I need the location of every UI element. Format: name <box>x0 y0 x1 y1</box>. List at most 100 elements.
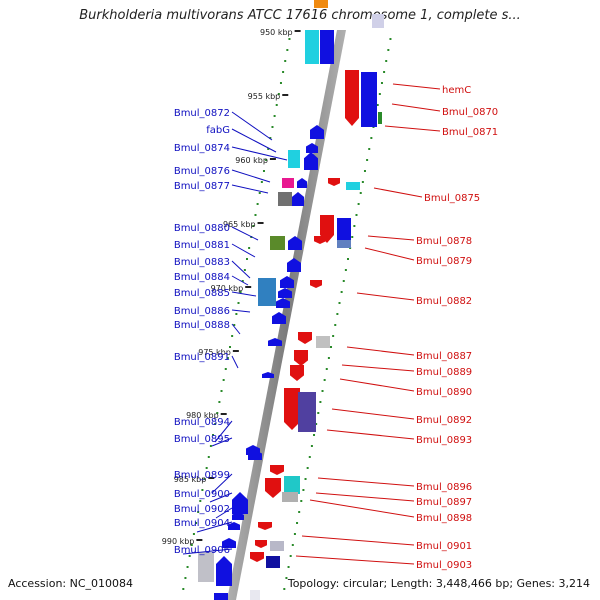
left-gene-label[interactable]: Bmul_0900 <box>174 489 230 500</box>
left-gene-label[interactable]: Bmul_0899 <box>174 470 230 481</box>
gene-reverse[interactable] <box>298 332 312 344</box>
left-gene-label[interactable]: Bmul_0891 <box>174 352 230 363</box>
gene-reverse[interactable] <box>255 540 267 548</box>
gene-purple[interactable] <box>298 392 316 432</box>
gene-reverse[interactable] <box>270 465 284 475</box>
right-gene-label[interactable]: Bmul_0903 <box>416 560 472 571</box>
gene-light[interactable] <box>250 590 260 600</box>
right-gene-label[interactable]: Bmul_0901 <box>416 541 472 552</box>
gene-forward[interactable] <box>232 512 244 520</box>
gene-reverse[interactable] <box>258 522 272 530</box>
left-gene-label[interactable]: Bmul_0872 <box>174 108 230 119</box>
scale-tick <box>287 566 290 568</box>
gene-forward[interactable] <box>278 288 292 298</box>
right-gene-label[interactable]: Bmul_0878 <box>416 236 472 247</box>
right-gene-label[interactable]: hemC <box>442 85 471 96</box>
gene-magenta[interactable] <box>282 178 294 188</box>
right-gene-label[interactable]: Bmul_0871 <box>442 127 498 138</box>
gene-forward[interactable] <box>272 312 286 324</box>
left-gene-label[interactable]: Bmul_0883 <box>174 257 230 268</box>
left-gene-label[interactable]: Bmul_0874 <box>174 143 230 154</box>
right-gene-label[interactable]: Bmul_0896 <box>416 482 472 493</box>
gene-reverse[interactable] <box>294 350 308 366</box>
gene-reverse[interactable] <box>290 365 304 381</box>
gene-reverse[interactable] <box>328 178 340 186</box>
gene-forward[interactable] <box>361 72 377 127</box>
gene-forward[interactable] <box>304 152 318 170</box>
gene-grey[interactable] <box>278 192 292 206</box>
gene-olive[interactable] <box>270 236 285 250</box>
left-gene-label[interactable]: Bmul_0876 <box>174 166 230 177</box>
gene-cyan[interactable] <box>288 150 300 168</box>
left-gene-label[interactable]: Bmul_0895 <box>174 434 230 445</box>
gene-cyan[interactable] <box>305 30 319 64</box>
right-gene-label[interactable]: Bmul_0887 <box>416 351 472 362</box>
gene-cyan[interactable] <box>346 182 360 190</box>
gene-forward[interactable] <box>222 538 236 548</box>
gene-forward[interactable] <box>228 522 240 530</box>
scale-tick <box>302 489 305 491</box>
left-gene-label[interactable]: fabG <box>206 125 230 136</box>
gene-forward[interactable] <box>288 236 302 250</box>
scale-tick <box>209 445 212 447</box>
left-gene-label[interactable]: Bmul_0888 <box>174 320 230 331</box>
gene-forward[interactable] <box>216 556 232 586</box>
gene-forward[interactable] <box>320 30 334 64</box>
kbp-tick <box>196 539 203 541</box>
gene-forward[interactable] <box>262 372 274 378</box>
gene-reverse[interactable] <box>265 478 281 498</box>
right-gene-label[interactable]: Bmul_0879 <box>416 256 472 267</box>
right-gene-label[interactable]: Bmul_0893 <box>416 435 472 446</box>
gene-forward[interactable] <box>214 593 228 600</box>
right-gene-label[interactable]: Bmul_0875 <box>424 193 480 204</box>
gene-forward[interactable] <box>287 258 301 272</box>
gene-grey-light[interactable] <box>270 541 284 551</box>
gene-grey-light[interactable] <box>282 492 298 502</box>
gene-forward[interactable] <box>232 492 248 514</box>
gene-forward[interactable] <box>280 276 294 288</box>
gene-green[interactable] <box>378 112 382 124</box>
gene-reverse[interactable] <box>314 236 326 244</box>
right-gene-label[interactable]: Bmul_0898 <box>416 513 472 524</box>
gene-light[interactable] <box>372 14 384 28</box>
gene-forward[interactable] <box>276 298 290 308</box>
gene-reverse[interactable] <box>250 552 264 562</box>
left-gene-label[interactable]: Bmul_0906 <box>174 545 230 556</box>
right-gene-label[interactable]: Bmul_0870 <box>442 107 498 118</box>
right-leader-line <box>373 187 423 198</box>
right-gene-label[interactable]: Bmul_0897 <box>416 497 472 508</box>
left-gene-label[interactable]: Bmul_0881 <box>174 240 230 251</box>
left-gene-label[interactable]: Bmul_0902 <box>174 504 230 515</box>
gene-forward[interactable] <box>292 192 304 206</box>
gene-forward[interactable] <box>297 178 307 188</box>
gene-grey-light[interactable] <box>198 552 214 582</box>
gene-grey-light[interactable] <box>316 336 330 348</box>
gene-reverse[interactable] <box>345 70 359 126</box>
left-gene-label[interactable]: Bmul_0904 <box>174 518 230 529</box>
left-gene-label[interactable]: Bmul_0886 <box>174 306 230 317</box>
gene-forward[interactable] <box>306 143 318 153</box>
right-gene-label[interactable]: Bmul_0882 <box>416 296 472 307</box>
left-gene-label[interactable]: Bmul_0884 <box>174 272 230 283</box>
kbp-label: 990 kbp <box>162 537 195 546</box>
gene-forward[interactable] <box>337 218 351 246</box>
gene-reverse[interactable] <box>284 388 300 430</box>
accession-text: Accession: NC_010084 <box>8 577 134 590</box>
left-gene-label[interactable]: Bmul_0880 <box>174 223 230 234</box>
gene-forward[interactable] <box>310 125 324 139</box>
gene-reverse[interactable] <box>310 280 322 288</box>
left-gene-label[interactable]: Bmul_0894 <box>174 417 230 428</box>
left-gene-label[interactable]: Bmul_0885 <box>174 288 230 299</box>
gene-steelblue[interactable] <box>258 278 276 306</box>
right-gene-label[interactable]: Bmul_0889 <box>416 367 472 378</box>
gene-cyan[interactable] <box>284 476 300 494</box>
right-gene-label[interactable]: Bmul_0892 <box>416 415 472 426</box>
gene-forward[interactable] <box>268 338 282 346</box>
right-gene-label[interactable]: Bmul_0890 <box>416 387 472 398</box>
gene-orange[interactable] <box>314 0 328 8</box>
gene-forward[interactable] <box>248 450 262 460</box>
scale-tick <box>258 192 261 194</box>
gene-navy[interactable] <box>266 556 280 568</box>
left-gene-label[interactable]: Bmul_0877 <box>174 181 230 192</box>
gene-blue-light[interactable] <box>337 240 351 248</box>
